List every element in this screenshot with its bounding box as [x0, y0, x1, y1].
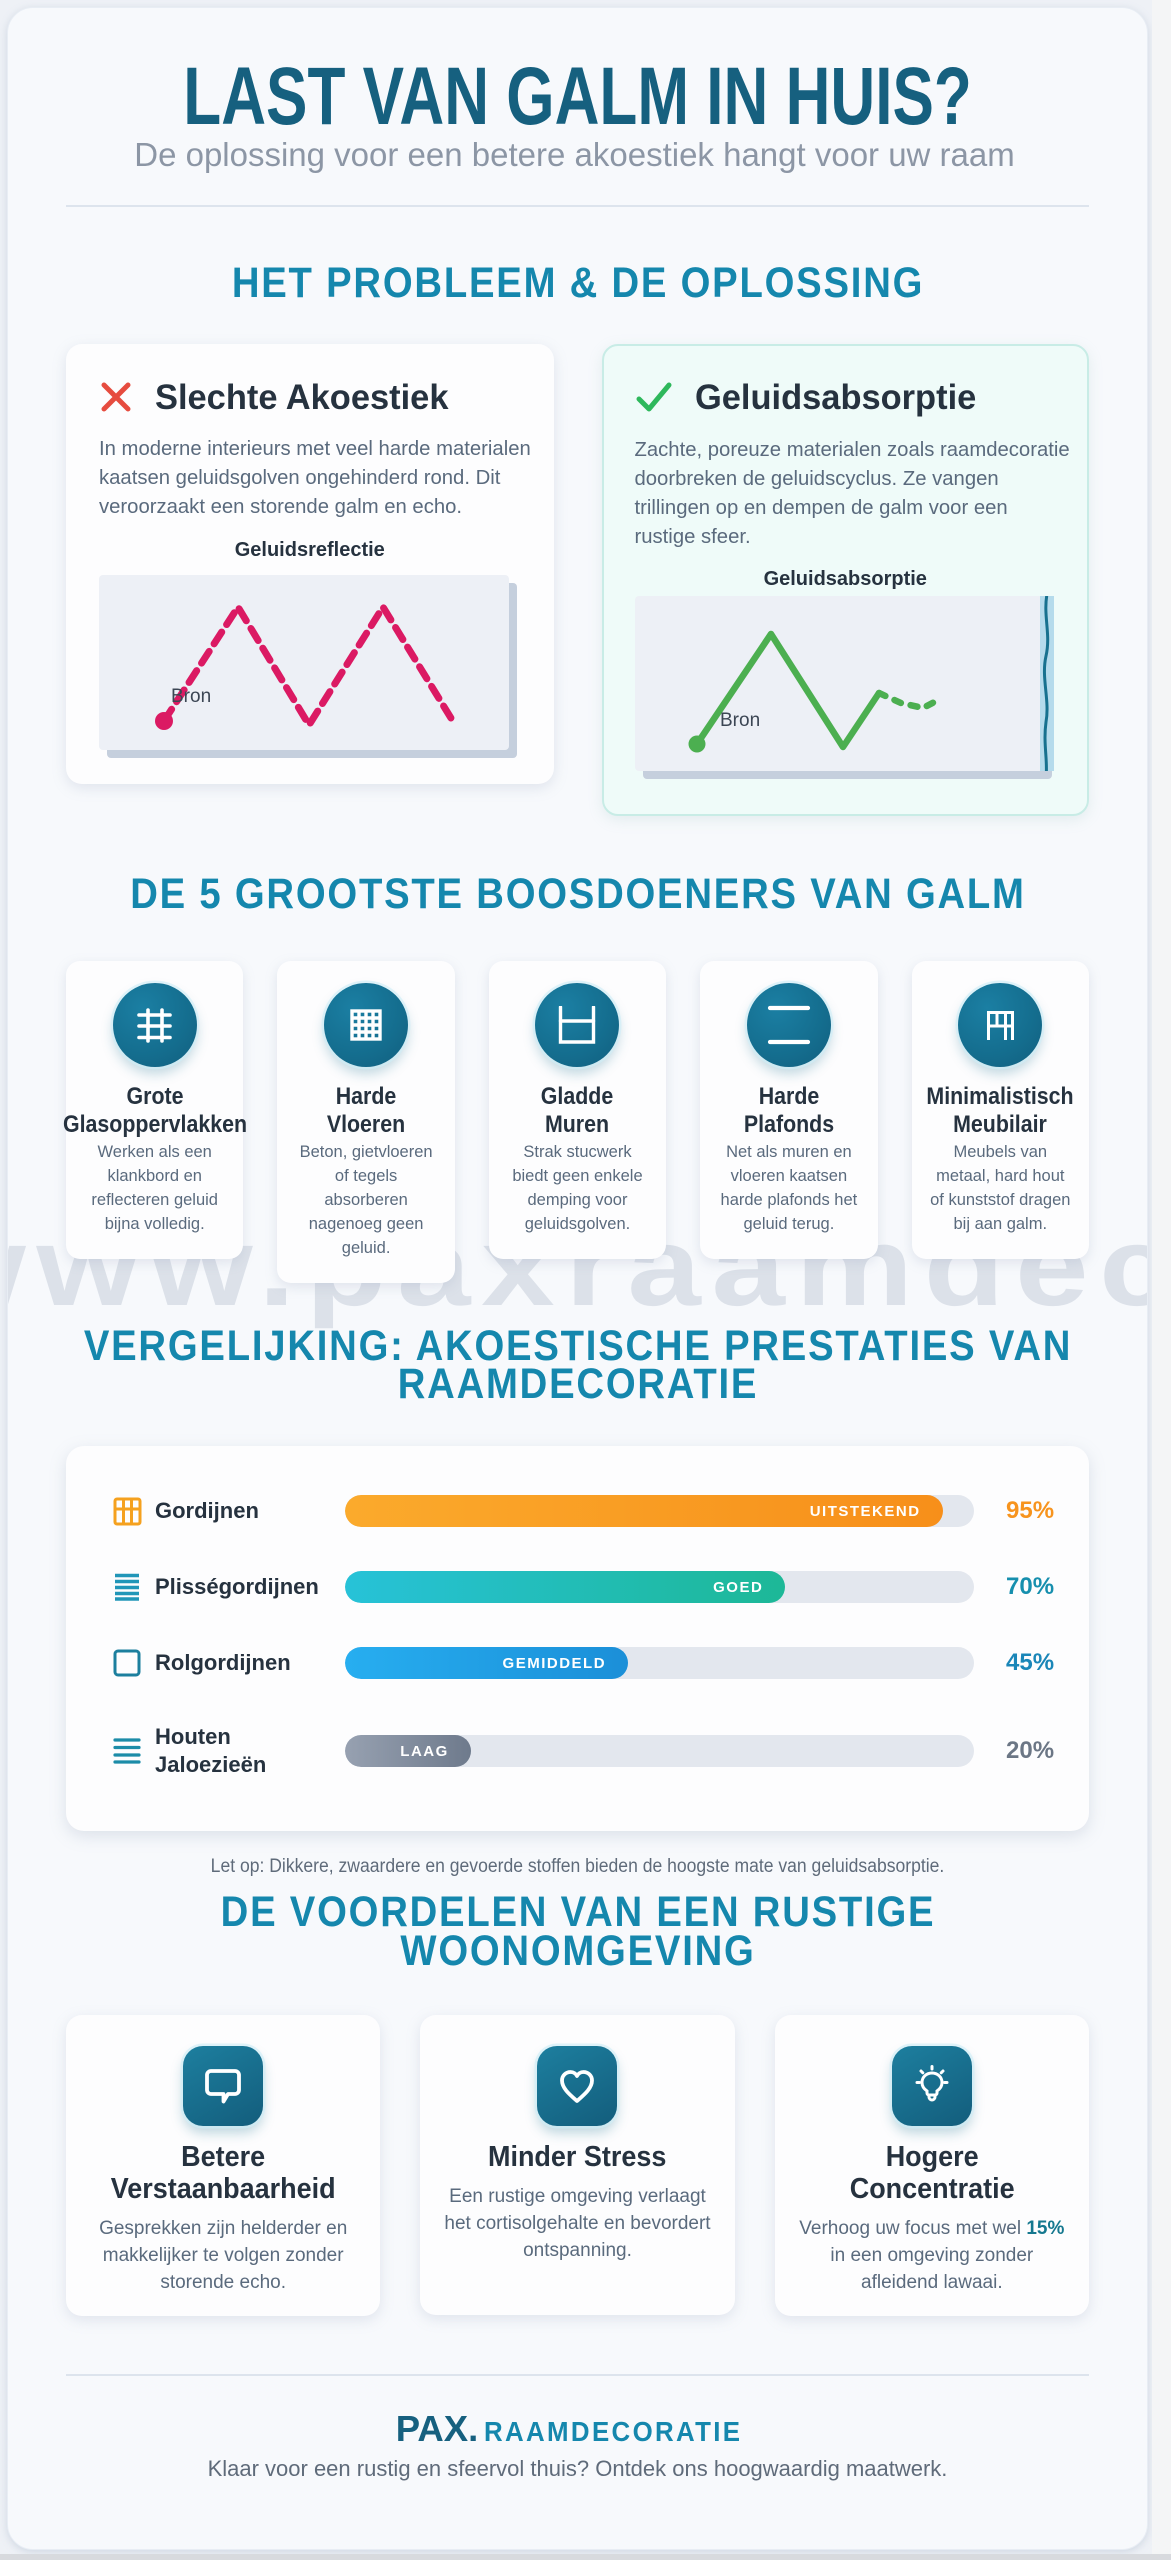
svg-text:Bron: Bron	[171, 686, 211, 707]
svg-text:Bron: Bron	[720, 710, 760, 731]
